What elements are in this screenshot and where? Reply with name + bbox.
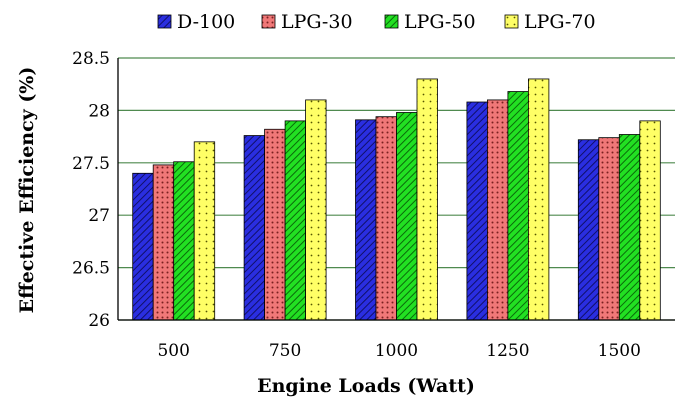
x-tick-label: 1500 [598,341,641,361]
x-tick-label: 1000 [375,341,418,361]
y-tick-label: 26.5 [72,259,110,279]
bar-lpg-30-500 [152,164,175,321]
bar-lpg-70-500 [193,141,216,321]
x-tick-label: 1250 [486,341,529,361]
bar-lpg-50-1250 [507,91,529,321]
legend-label-lpg-30: LPG-30 [281,11,353,33]
y-tick-label: 26 [88,311,110,331]
bar-lpg-30-750 [264,128,286,321]
legend-label-lpg-50: LPG-50 [404,11,476,33]
bar-d-100-500 [132,172,154,321]
bar-lpg-30-1500 [598,137,620,321]
y-tick-label: 28 [88,101,110,121]
bar-lpg-50-1500 [618,134,641,321]
bar-lpg-30-1250 [486,99,509,321]
bar-d-100-1250 [466,101,488,321]
x-tick-labels: 500 750 1000 1250 1500 [157,341,640,361]
bar-lpg-50-500 [173,161,195,321]
axes [117,58,675,321]
bar-d-100-750 [243,135,266,321]
bar-lpg-70-1000 [416,78,438,321]
legend-swatch-lpg-50 [384,14,399,29]
legend-swatch-lpg-30 [261,14,276,29]
legend-label-d-100: D-100 [177,11,235,33]
x-tick-label: 500 [157,341,189,361]
bar-lpg-50-1000 [396,112,418,321]
legend-swatch-d-100 [157,14,172,29]
x-tick-label: 750 [269,341,301,361]
y-tick-labels: 26 26.5 27 27.5 28 28.5 [72,49,110,331]
legend: D-100 LPG-30 LPG-50 LPG-70 [157,11,596,33]
bar-lpg-70-750 [305,99,327,321]
y-tick-label: 27.5 [72,154,110,174]
bars [132,78,661,321]
x-axis-title: Engine Loads (Watt) [257,375,475,397]
bar-lpg-70-1500 [639,120,661,321]
bar-lpg-30-1000 [375,116,397,321]
bar-d-100-1000 [355,119,377,321]
legend-swatch-lpg-70 [504,14,519,29]
y-tick-label: 27 [88,206,110,226]
y-tick-label: 28.5 [72,49,110,69]
bar-lpg-50-750 [284,120,307,321]
bar-d-100-1500 [577,139,600,321]
y-axis-title: Effective Efficiency (%) [16,67,38,314]
legend-label-lpg-70: LPG-70 [524,11,596,33]
bar-lpg-70-1250 [528,78,550,321]
